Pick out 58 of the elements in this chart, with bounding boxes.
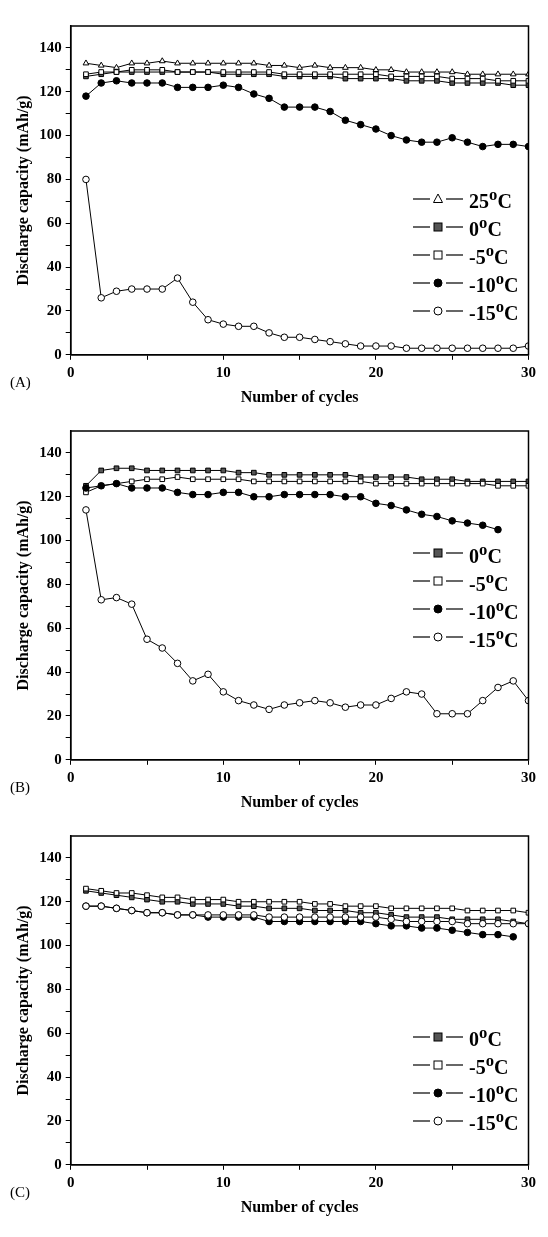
x-tick-label: 0 xyxy=(66,768,75,785)
legend-label: -5$^{o}$C xyxy=(469,241,509,270)
legend-label: 25$^{o}$C xyxy=(469,185,512,214)
x-axis-title: Number of cycles xyxy=(240,792,359,811)
x-tick-label: 10 xyxy=(215,1173,231,1190)
y-tick-label: 40 xyxy=(46,257,62,274)
x-tick-label: 20 xyxy=(368,768,384,785)
x-axis-title: Number of cycles xyxy=(240,1197,359,1216)
legend-label: -15$^{o}$C xyxy=(469,623,519,652)
y-tick-label: 100 xyxy=(39,936,62,953)
y-tick-label: 0 xyxy=(54,1155,62,1172)
y-tick-label: 120 xyxy=(39,82,62,99)
x-tick-label: 20 xyxy=(368,1173,384,1190)
y-tick-label: 80 xyxy=(46,575,62,592)
y-tick-label: 40 xyxy=(46,1067,62,1084)
y-tick-label: 140 xyxy=(39,443,62,460)
y-tick-label: 100 xyxy=(39,126,62,143)
text: (A) xyxy=(10,374,31,392)
y-tick-label: 80 xyxy=(46,980,62,997)
text: (C) xyxy=(10,1184,30,1202)
y-tick-label: 60 xyxy=(46,1024,62,1041)
y-tick-label: 20 xyxy=(46,301,62,318)
legend-label: -5$^{o}$C xyxy=(469,1051,509,1080)
legend-label: -15$^{o}$C xyxy=(469,297,519,326)
y-tick-label: 80 xyxy=(46,170,62,187)
y-tick-label: 60 xyxy=(46,619,62,636)
y-tick-label: 0 xyxy=(54,345,62,362)
legend-label: 0$^{o}$C xyxy=(469,539,502,568)
y-axis-title: Discharge capacity (mAh/g) xyxy=(13,500,32,691)
y-tick-label: 60 xyxy=(46,214,62,231)
y-tick-label: 120 xyxy=(39,892,62,909)
legend-label: -15$^{o}$C xyxy=(469,1107,519,1136)
text: (B) xyxy=(10,779,30,797)
x-tick-label: 10 xyxy=(215,363,231,380)
legend-label: -10$^{o}$C xyxy=(469,1079,519,1108)
x-tick-label: 30 xyxy=(521,363,536,380)
x-tick-label: 30 xyxy=(521,768,536,785)
y-tick-label: 140 xyxy=(39,848,62,865)
x-tick-label: 0 xyxy=(66,1173,75,1190)
legend-label: -10$^{o}$C xyxy=(469,269,519,298)
legend-label: 0$^{o}$C xyxy=(469,213,502,242)
y-tick-label: 20 xyxy=(46,706,62,723)
y-tick-label: 100 xyxy=(39,531,62,548)
x-axis-title: Number of cycles xyxy=(240,387,359,406)
legend-label: 0$^{o}$C xyxy=(469,1023,502,1052)
y-tick-label: 140 xyxy=(39,38,62,55)
legend-label: -10$^{o}$C xyxy=(469,595,519,624)
y-axis-title: Discharge capacity (mAh/g) xyxy=(13,95,32,286)
y-axis-title: Discharge capacity (mAh/g) xyxy=(13,905,32,1096)
x-tick-label: 30 xyxy=(521,1173,536,1190)
y-tick-label: 120 xyxy=(39,487,62,504)
x-tick-label: 0 xyxy=(66,363,75,380)
legend-label: -5$^{o}$C xyxy=(469,567,509,596)
y-tick-label: 40 xyxy=(46,662,62,679)
x-tick-label: 20 xyxy=(368,363,384,380)
x-tick-label: 10 xyxy=(215,768,231,785)
y-tick-label: 0 xyxy=(54,750,62,767)
y-tick-label: 20 xyxy=(46,1111,62,1128)
